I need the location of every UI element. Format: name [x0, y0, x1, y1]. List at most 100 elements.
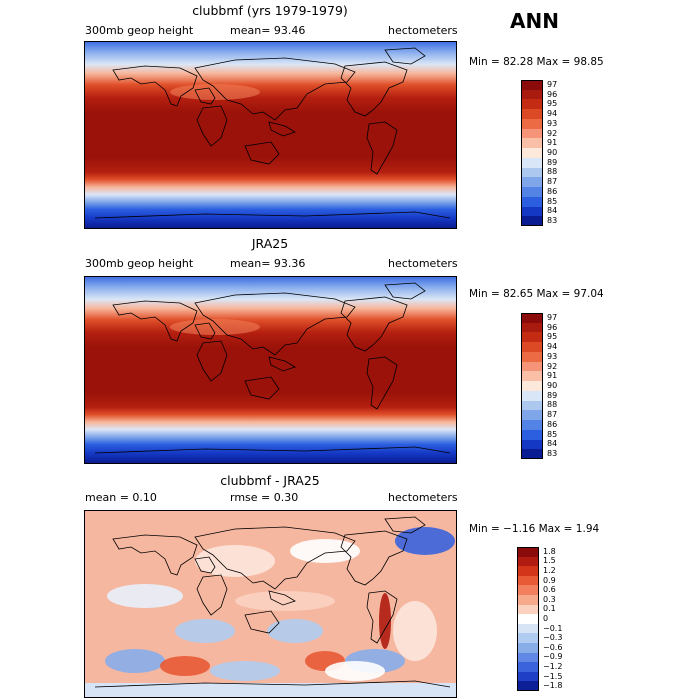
colorbar-tick-label: 92: [547, 361, 558, 371]
colorbar-tick-label: 83: [547, 449, 558, 459]
colorbar-swatch: [517, 643, 539, 654]
colorbar-tick-label: 86: [547, 186, 558, 196]
colorbar-swatch: [521, 332, 543, 343]
panel-2-field-label: 300mb geop height: [85, 257, 194, 270]
colorbar-swatch: [521, 313, 543, 324]
colorbar-tick-label: −1.8: [543, 681, 563, 691]
colorbar-swatch: [521, 148, 543, 159]
colorbar-swatch: [521, 410, 543, 421]
colorbar-swatch: [521, 216, 543, 227]
panel-3-units-label: hectometers: [388, 491, 458, 504]
colorbar-swatch: [521, 80, 543, 91]
coastline: [194, 292, 356, 356]
colorbar-swatch: [521, 400, 543, 411]
colorbar-swatch: [521, 390, 543, 402]
panel-2-mean-label: mean= 93.36: [230, 257, 306, 270]
geop-height-field: [85, 277, 456, 463]
colorbar-swatch: [521, 99, 543, 110]
colorbar-tick-label: 88: [547, 400, 558, 410]
colorbar-swatch: [517, 633, 539, 644]
panel-3-title: clubbmf - JRA25: [220, 473, 320, 488]
colorbar-tick-label: 86: [547, 419, 558, 429]
coastline: [268, 356, 296, 372]
colorbar-swatch: [521, 196, 543, 208]
colorbar-swatch: [517, 575, 539, 586]
colorbar-swatch: [517, 547, 539, 558]
colorbar-swatch: [521, 138, 543, 149]
panel-2-minmax: Min = 82.65 Max = 97.04: [469, 288, 604, 300]
colorbar-tick-label: 96: [547, 322, 558, 332]
panel-1-units-label: hectometers: [388, 24, 458, 37]
panel-1-mean-label: mean= 93.46: [230, 24, 306, 37]
colorbar-tick-label: 84: [547, 206, 558, 216]
panel-1-colorbar: 97 96 95 94 93 92 91 90 89 88 87 86 85 84 83: [521, 79, 581, 227]
coastline: [268, 590, 296, 606]
panel-3-rmse-label: rmse = 0.30: [230, 491, 299, 504]
colorbar-swatch: [521, 118, 543, 130]
panel-2-map: [84, 276, 457, 464]
colorbar-tick-label: 94: [547, 342, 558, 352]
colorbar-swatch: [517, 671, 539, 682]
panel-2-colorbar: 97 96 95 94 93 92 91 90 89 88 87 86 85 84 83: [521, 313, 581, 460]
colorbar-tick-label: 90: [547, 381, 558, 390]
colorbar-tick-label: 83: [547, 216, 558, 226]
coastline: [244, 141, 280, 165]
panel-3-colorbar: 1.8 1.5 1.2 0.9 0.6 0.3 0.1 0 −0.1 −0.3 −0.6 −0.9 −1…: [517, 546, 577, 692]
colorbar-tick-label: 1.8: [543, 546, 556, 556]
colorbar-swatch: [521, 128, 543, 139]
season-label: ANN: [510, 9, 559, 33]
colorbar-tick-label: 0.9: [543, 575, 556, 585]
colorbar-tick-label: 93: [547, 351, 558, 361]
panel-3-mean-label: mean = 0.10: [85, 491, 157, 504]
panel-1-map: [84, 41, 457, 229]
colorbar-swatch: [517, 614, 539, 625]
coastline: [366, 590, 398, 644]
colorbar-swatch: [521, 381, 543, 392]
colorbar-swatch: [517, 604, 539, 615]
coastline: [268, 121, 296, 137]
colorbar-swatch: [521, 187, 543, 198]
colorbar-tick-label: 94: [547, 109, 558, 119]
coastline: [112, 65, 198, 107]
panel-1-minmax: Min = 82.28 Max = 98.85: [469, 56, 604, 68]
coastline: [94, 446, 451, 454]
colorbar-swatch: [521, 420, 543, 431]
colorbar-swatch: [521, 449, 543, 460]
coastline: [194, 322, 216, 340]
coastline: [94, 680, 451, 688]
colorbar-tick-label: 87: [547, 410, 558, 420]
colorbar-tick-label: 0.6: [543, 585, 556, 595]
coastline: [244, 376, 280, 400]
colorbar-tick-label: 0.1: [543, 604, 556, 614]
colorbar-swatch: [521, 89, 543, 100]
colorbar-tick-label: 96: [547, 89, 558, 99]
panel-3-minmax: Min = −1.16 Max = 1.94: [469, 523, 600, 535]
colorbar-swatch: [521, 322, 543, 333]
colorbar-swatch: [521, 206, 543, 217]
coastline: [366, 356, 398, 410]
panel-1-field-label: 300mb geop height: [85, 24, 194, 37]
colorbar-swatch: [521, 439, 543, 450]
colorbar-swatch: [517, 595, 539, 606]
colorbar-tick-label: −0.3: [543, 633, 563, 643]
coastline: [366, 121, 398, 175]
colorbar-swatch: [517, 566, 539, 577]
coastline: [384, 282, 426, 300]
coastline: [194, 526, 356, 590]
colorbar-swatch: [521, 429, 543, 441]
colorbar-swatch: [521, 342, 543, 353]
coastline: [244, 610, 280, 634]
coastline: [194, 57, 356, 121]
colorbar-tick-label: 87: [547, 177, 558, 187]
colorbar-tick-label: 97: [547, 79, 558, 89]
coastline: [196, 574, 228, 616]
colorbar-tick-label: 92: [547, 128, 558, 138]
coastline: [194, 556, 216, 574]
colorbar-swatch: [517, 585, 539, 596]
colorbar-swatch: [517, 556, 539, 567]
colorbar-tick-label: 85: [547, 196, 558, 206]
colorbar-swatch: [517, 681, 539, 692]
coastline: [112, 534, 198, 576]
coastline: [94, 211, 451, 219]
colorbar-tick-label: 89: [547, 390, 558, 400]
